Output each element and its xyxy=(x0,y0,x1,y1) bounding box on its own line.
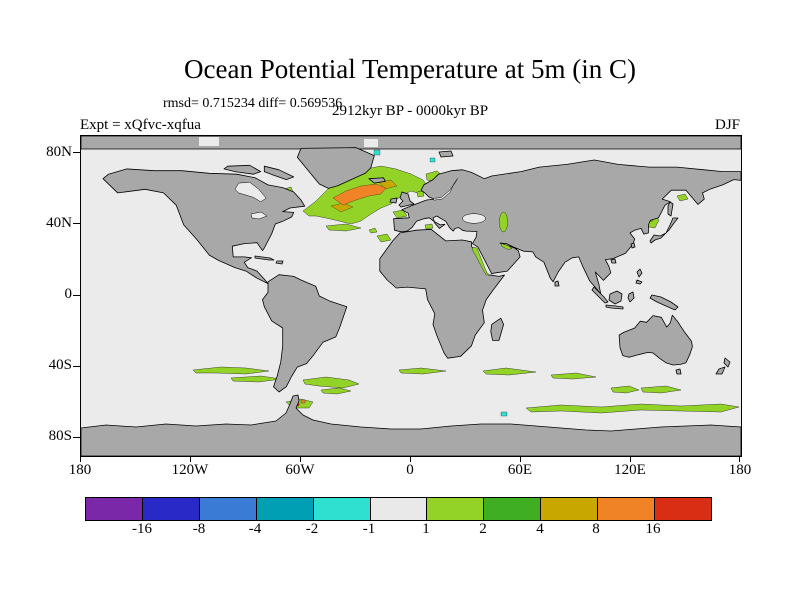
colorbar-segment xyxy=(655,498,711,520)
y-tickmark xyxy=(73,437,80,438)
colorbar-label: -8 xyxy=(192,521,206,537)
sulawesi xyxy=(627,291,635,303)
colorbar-segment xyxy=(199,498,257,520)
sumatra xyxy=(591,286,609,304)
baffin-island xyxy=(263,165,295,180)
season-label: DJF xyxy=(714,117,740,133)
java xyxy=(605,304,624,310)
colorbar-label: 16 xyxy=(645,521,661,537)
colorbar-label: -2 xyxy=(305,521,319,537)
colorbar-segment xyxy=(86,498,143,520)
y-tick-0: 0 xyxy=(64,286,73,302)
inland-anomaly-patches xyxy=(471,211,513,276)
x-tickmark xyxy=(739,456,740,462)
great-lakes xyxy=(250,211,268,220)
sakhalin xyxy=(667,201,674,217)
y-tick-40S: 40S xyxy=(48,357,72,373)
colorbar-segment xyxy=(484,498,542,520)
x-tick-180e: 180 xyxy=(728,462,752,478)
antarctica xyxy=(81,394,741,456)
arctic-band xyxy=(81,136,741,150)
y-tickmark xyxy=(73,366,80,367)
tasmania xyxy=(675,368,682,375)
colorbar-segment xyxy=(313,498,371,520)
page-title: Ocean Potential Temperature at 5m (in C) xyxy=(184,54,636,84)
y-tickmark xyxy=(73,295,80,296)
inland-seas xyxy=(234,178,486,224)
iceland xyxy=(368,177,386,184)
philippines-south xyxy=(635,279,643,285)
canadian-arctic-islands xyxy=(223,164,262,175)
colorbar-label: 1 xyxy=(422,521,430,537)
colorbar-label: 8 xyxy=(592,521,600,537)
baltic-sea xyxy=(432,178,458,201)
x-tickmark xyxy=(630,456,631,462)
new-zealand-north xyxy=(723,357,731,368)
colorbar-label: -4 xyxy=(248,521,262,537)
colorbar xyxy=(85,497,712,521)
period-label: 2912kyr BP - 0000kyr BP xyxy=(331,103,489,119)
australia xyxy=(618,314,693,366)
colorbar-label: -16 xyxy=(132,521,152,537)
new-zealand-south xyxy=(715,366,726,375)
colorbar-label: 4 xyxy=(536,521,544,537)
colorbar-segment xyxy=(256,498,314,520)
borneo xyxy=(608,290,623,305)
arctic-gap xyxy=(364,139,378,147)
persian-gulf-anomaly xyxy=(500,243,513,250)
colorbar-label: -1 xyxy=(362,521,376,537)
y-tick-80S: 80S xyxy=(48,428,72,444)
world-map-panel xyxy=(80,135,742,457)
x-tick-60e: 60E xyxy=(507,462,533,478)
x-tick-180w: 180 xyxy=(68,462,92,478)
greenland xyxy=(296,147,375,189)
svalbard xyxy=(438,150,454,158)
rmsd-diff-stats: rmsd= 0.715234 diff= 0.569536 xyxy=(163,96,343,111)
colorbar-segment xyxy=(370,498,428,520)
caspian-anomaly xyxy=(499,211,508,233)
world-map xyxy=(81,136,741,456)
colorbar-segment xyxy=(142,498,200,520)
cuba xyxy=(254,255,275,261)
africa xyxy=(379,228,505,359)
experiment-label: Expt = xQfvc-xqfua xyxy=(80,117,201,133)
red-sea-anomaly xyxy=(471,246,491,276)
x-tick-120w: 120W xyxy=(171,462,209,478)
colorbar-segment xyxy=(541,498,599,520)
colorbar-segment xyxy=(427,498,485,520)
x-tickmark xyxy=(410,456,411,462)
colorbar-segment xyxy=(598,498,656,520)
arctic-gap xyxy=(199,137,219,146)
new-guinea xyxy=(649,294,679,311)
x-tick-0: 0 xyxy=(406,462,414,478)
x-tickmark xyxy=(80,456,81,462)
x-tickmark xyxy=(300,456,301,462)
x-tick-120e: 120E xyxy=(614,462,646,478)
hudson-bay xyxy=(234,181,267,203)
x-tick-60w: 60W xyxy=(285,462,315,478)
x-tickmark xyxy=(520,456,521,462)
y-tick-80N: 80N xyxy=(46,144,72,160)
sri-lanka xyxy=(554,280,560,287)
madagascar xyxy=(490,317,505,341)
y-tickmark xyxy=(73,223,80,224)
taiwan xyxy=(630,242,636,249)
y-tickmark xyxy=(73,152,80,153)
x-tickmark xyxy=(190,456,191,462)
great-britain xyxy=(398,191,415,208)
japan xyxy=(649,217,679,244)
y-tick-40N: 40N xyxy=(46,215,72,231)
black-sea xyxy=(462,213,486,224)
hainan xyxy=(610,258,617,264)
south-america xyxy=(262,274,348,393)
eurasia xyxy=(393,159,741,295)
philippines xyxy=(636,268,643,278)
ireland xyxy=(389,197,398,204)
colorbar-label: 2 xyxy=(479,521,487,537)
hispaniola xyxy=(275,260,284,265)
